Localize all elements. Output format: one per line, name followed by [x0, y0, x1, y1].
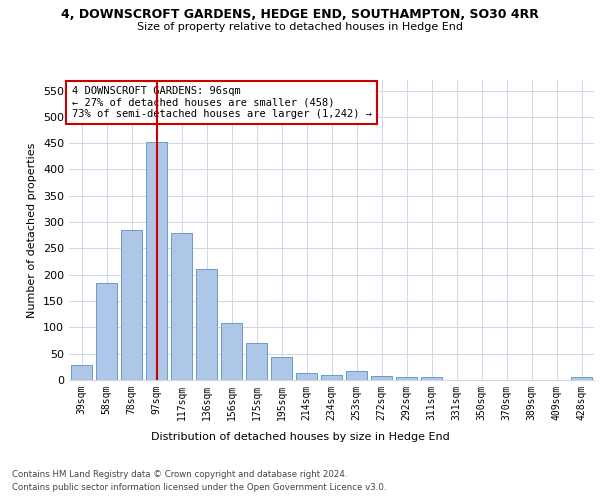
Bar: [196, 269, 217, 380]
Bar: [171, 232, 192, 380]
Bar: [396, 378, 417, 380]
Bar: [346, 370, 367, 380]
Bar: [121, 230, 142, 380]
Text: 4 DOWNSCROFT GARDENS: 96sqm
← 27% of detached houses are smaller (458)
73% of se: 4 DOWNSCROFT GARDENS: 96sqm ← 27% of det…: [71, 86, 371, 119]
Text: 4, DOWNSCROFT GARDENS, HEDGE END, SOUTHAMPTON, SO30 4RR: 4, DOWNSCROFT GARDENS, HEDGE END, SOUTHA…: [61, 8, 539, 20]
Text: Contains HM Land Registry data © Crown copyright and database right 2024.: Contains HM Land Registry data © Crown c…: [12, 470, 347, 479]
Bar: [421, 378, 442, 380]
Text: Contains public sector information licensed under the Open Government Licence v3: Contains public sector information licen…: [12, 482, 386, 492]
Bar: [321, 374, 342, 380]
Bar: [271, 357, 292, 380]
Bar: [371, 376, 392, 380]
Bar: [146, 142, 167, 380]
Bar: [96, 282, 117, 380]
Bar: [296, 373, 317, 380]
Text: Size of property relative to detached houses in Hedge End: Size of property relative to detached ho…: [137, 22, 463, 32]
Y-axis label: Number of detached properties: Number of detached properties: [28, 142, 37, 318]
Bar: [571, 378, 592, 380]
Bar: [71, 366, 92, 380]
Text: Distribution of detached houses by size in Hedge End: Distribution of detached houses by size …: [151, 432, 449, 442]
Bar: [221, 322, 242, 380]
Bar: [246, 343, 267, 380]
